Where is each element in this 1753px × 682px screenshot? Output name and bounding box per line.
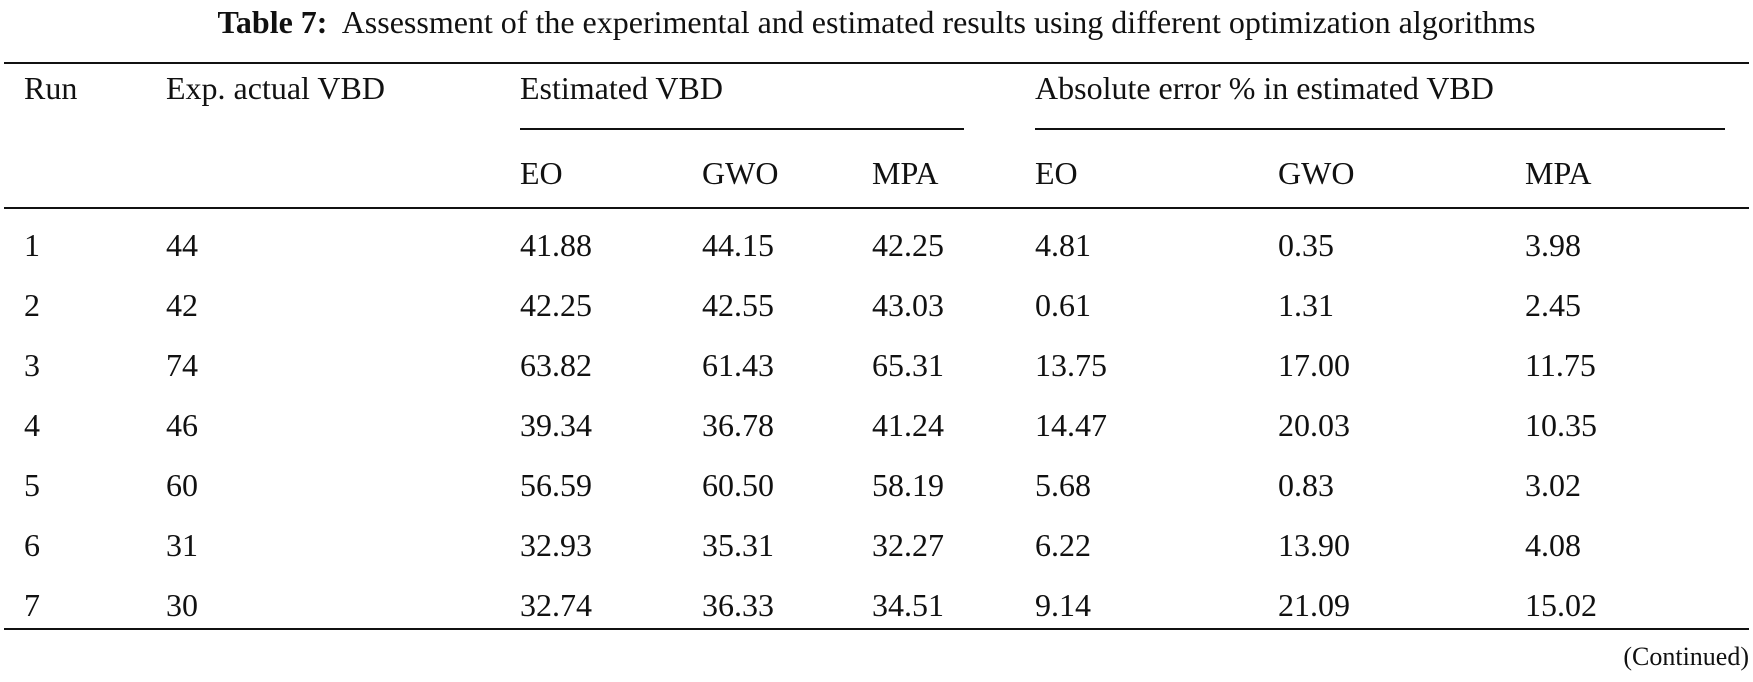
cell-est-mpa: 58.19 [872, 467, 944, 503]
cell-est-eo: 56.59 [520, 467, 592, 503]
cell-est-eo: 41.88 [520, 227, 592, 263]
cell-exp-actual: 30 [166, 587, 198, 623]
cell-err-mpa: 3.02 [1525, 467, 1581, 503]
cell-est-eo: 42.25 [520, 287, 592, 323]
cell-err-gwo: 20.03 [1278, 407, 1350, 443]
cell-est-mpa: 32.27 [872, 527, 944, 563]
header-estimated-vbd: Estimated VBD [520, 70, 723, 106]
cell-est-mpa: 42.25 [872, 227, 944, 263]
cell-err-eo: 13.75 [1035, 347, 1107, 383]
cell-err-eo: 6.22 [1035, 527, 1091, 563]
header-run: Run [24, 70, 78, 106]
cell-exp-actual: 31 [166, 527, 198, 563]
cell-err-eo: 4.81 [1035, 227, 1091, 263]
cell-est-gwo: 61.43 [702, 347, 774, 383]
cell-exp-actual: 60 [166, 467, 198, 503]
cell-err-mpa: 10.35 [1525, 407, 1597, 443]
cell-est-gwo: 44.15 [702, 227, 774, 263]
cell-est-gwo: 42.55 [702, 287, 774, 323]
cell-err-gwo: 13.90 [1278, 527, 1350, 563]
cell-est-gwo: 36.33 [702, 587, 774, 623]
cell-err-mpa: 2.45 [1525, 287, 1581, 323]
cell-est-mpa: 41.24 [872, 407, 944, 443]
subheader-est-gwo: GWO [702, 155, 779, 191]
cell-err-eo: 9.14 [1035, 587, 1091, 623]
cell-err-mpa: 11.75 [1525, 347, 1596, 383]
cell-err-eo: 0.61 [1035, 287, 1091, 323]
cell-est-eo: 32.93 [520, 527, 592, 563]
cell-err-gwo: 21.09 [1278, 587, 1350, 623]
cell-err-mpa: 4.08 [1525, 527, 1581, 563]
table-caption: Table 7: Assessment of the experimental … [0, 0, 1753, 44]
header-exp-actual: Exp. actual VBD [166, 70, 385, 106]
error-group-rule [1035, 128, 1725, 130]
cell-err-gwo: 0.83 [1278, 467, 1334, 503]
cell-err-eo: 5.68 [1035, 467, 1091, 503]
continued-note: (Continued) [1623, 642, 1749, 671]
cell-est-gwo: 60.50 [702, 467, 774, 503]
cell-est-eo: 32.74 [520, 587, 592, 623]
header-rule [4, 207, 1749, 209]
cell-est-eo: 39.34 [520, 407, 592, 443]
cell-run: 1 [24, 227, 40, 263]
caption-text: Assessment of the experimental and estim… [341, 4, 1536, 40]
caption-label: Table 7: [217, 4, 328, 40]
cell-err-gwo: 1.31 [1278, 287, 1334, 323]
cell-run: 6 [24, 527, 40, 563]
cell-run: 4 [24, 407, 40, 443]
cell-est-eo: 63.82 [520, 347, 592, 383]
cell-err-gwo: 17.00 [1278, 347, 1350, 383]
cell-est-gwo: 35.31 [702, 527, 774, 563]
cell-est-mpa: 65.31 [872, 347, 944, 383]
subheader-est-mpa: MPA [872, 155, 939, 191]
cell-run: 5 [24, 467, 40, 503]
cell-err-eo: 14.47 [1035, 407, 1107, 443]
cell-est-gwo: 36.78 [702, 407, 774, 443]
bottom-rule [4, 628, 1749, 630]
cell-err-gwo: 0.35 [1278, 227, 1334, 263]
cell-run: 3 [24, 347, 40, 383]
estimated-group-rule [520, 128, 964, 130]
subheader-est-eo: EO [520, 155, 563, 191]
subheader-err-mpa: MPA [1525, 155, 1592, 191]
cell-exp-actual: 74 [166, 347, 198, 383]
subheader-err-eo: EO [1035, 155, 1078, 191]
cell-est-mpa: 43.03 [872, 287, 944, 323]
cell-exp-actual: 44 [166, 227, 198, 263]
header-absolute-error: Absolute error % in estimated VBD [1035, 70, 1494, 106]
cell-err-mpa: 15.02 [1525, 587, 1597, 623]
cell-est-mpa: 34.51 [872, 587, 944, 623]
cell-exp-actual: 42 [166, 287, 198, 323]
cell-exp-actual: 46 [166, 407, 198, 443]
top-rule [4, 62, 1749, 64]
cell-err-mpa: 3.98 [1525, 227, 1581, 263]
subheader-err-gwo: GWO [1278, 155, 1355, 191]
cell-run: 7 [24, 587, 40, 623]
cell-run: 2 [24, 287, 40, 323]
